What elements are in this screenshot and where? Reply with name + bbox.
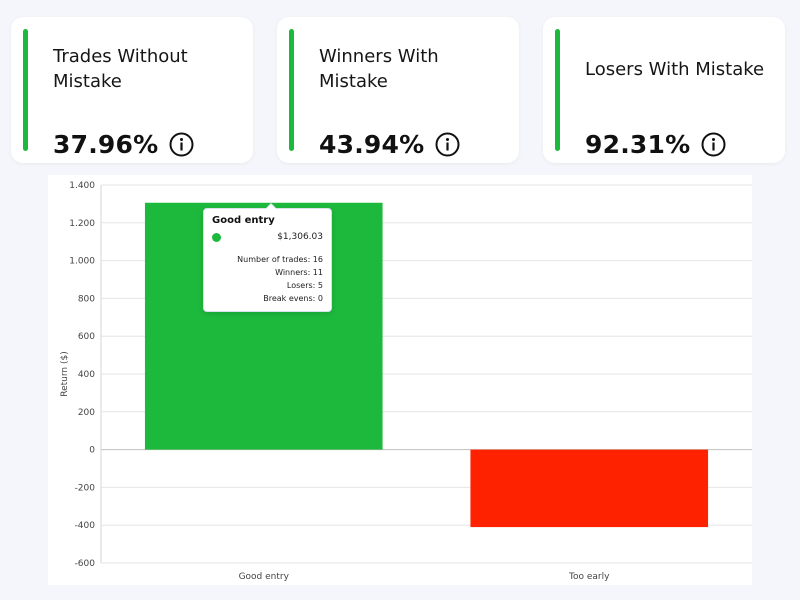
y-tick-label: -600 — [75, 559, 96, 569]
y-tick-label: 0 — [89, 446, 95, 456]
info-icon[interactable] — [701, 132, 726, 157]
card-title: Winners With Mistake — [319, 46, 439, 92]
return-bar-chart: -600 -400 -200 0 200 400 600 800 1.000 1.200 1.400… — [60, 181, 752, 582]
card-accent-bar — [23, 29, 28, 151]
card-value: 43.94% — [319, 130, 425, 159]
y-axis-label: Return ($) — [60, 351, 70, 396]
y-tick-label: 200 — [78, 408, 95, 418]
info-icon[interactable] — [435, 132, 460, 157]
card-accent-bar — [289, 29, 294, 151]
card-title: Losers With Mistake — [585, 58, 765, 80]
tooltip-arrow — [265, 203, 277, 209]
y-tick-label: 600 — [78, 332, 95, 342]
bar-too-early — [470, 449, 709, 528]
info-icon[interactable] — [169, 132, 194, 157]
tooltip-stat-trades: Number of trades: 16 — [237, 255, 323, 264]
card-accent-bar — [555, 29, 560, 151]
tooltip-title: Good entry — [212, 215, 275, 226]
y-tick-label: 400 — [78, 370, 95, 380]
x-tick-label: Too early — [568, 572, 610, 582]
chart-tooltip: Good entry $1,306.03 Number of trades: 1… — [203, 203, 332, 312]
y-tick-label: -400 — [75, 521, 96, 531]
y-tick-label: -200 — [75, 483, 96, 493]
y-tick-label: 800 — [78, 294, 95, 304]
series-dot-icon — [212, 232, 221, 242]
return-bar-chart-panel: -600 -400 -200 0 200 400 600 800 1.000 1.200 1.400… — [48, 175, 752, 585]
stat-card-winners-with-mistake: Winners With Mistake 43.94% — [277, 17, 519, 163]
tooltip-amount: $1,306.03 — [277, 232, 323, 242]
y-tick-label: 1.200 — [69, 219, 95, 229]
card-value: 37.96% — [53, 130, 159, 159]
stat-card-losers-with-mistake: Losers With Mistake 92.31% — [543, 17, 785, 163]
y-tick-label: 1.400 — [69, 181, 95, 191]
tooltip-stat-losers: Losers: 5 — [286, 281, 323, 290]
card-title: Trades Without Mistake — [53, 46, 188, 92]
card-value: 92.31% — [585, 130, 691, 159]
y-tick-label: 1.000 — [69, 257, 95, 267]
tooltip-stat-break-evens: Break evens: 0 — [263, 294, 323, 303]
tooltip-stat-winners: Winners: 11 — [275, 268, 323, 277]
x-tick-label: Good entry — [239, 572, 290, 582]
stat-card-trades-without-mistake: Trades Without Mistake 37.96% — [11, 17, 253, 163]
